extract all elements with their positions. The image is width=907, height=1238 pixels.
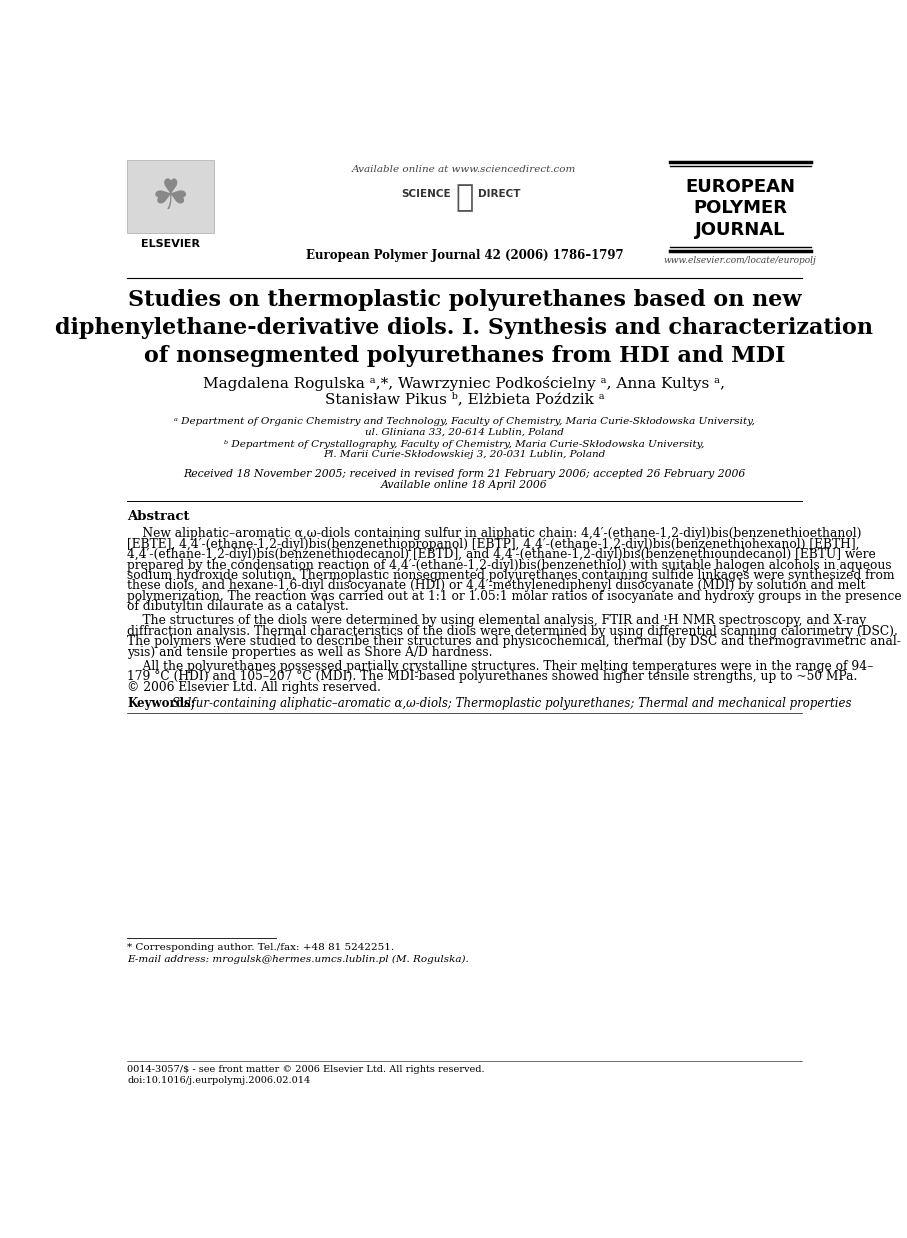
Text: Pl. Marii Curie-Skłodowskiej 3, 20-031 Lublin, Poland: Pl. Marii Curie-Skłodowskiej 3, 20-031 L… bbox=[323, 451, 606, 459]
Text: ᵇ Department of Crystallography, Faculty of Chemistry, Maria Curie-Skłodowska Un: ᵇ Department of Crystallography, Faculty… bbox=[224, 439, 705, 448]
Text: ysis) and tensile properties as well as Shore A/D hardness.: ysis) and tensile properties as well as … bbox=[127, 645, 493, 659]
Text: ☘: ☘ bbox=[152, 176, 190, 218]
Text: doi:10.1016/j.eurpolymj.2006.02.014: doi:10.1016/j.eurpolymj.2006.02.014 bbox=[127, 1076, 310, 1084]
Text: Sulfur-containing aliphatic–aromatic α,ω-diols; Thermoplastic polyurethanes; The: Sulfur-containing aliphatic–aromatic α,ω… bbox=[172, 697, 852, 711]
Text: these diols, and hexane-1,6-diyl diisocyanate (HDI) or 4,4′-methylenediphenyl di: these diols, and hexane-1,6-diyl diisocy… bbox=[127, 579, 866, 592]
Text: [EBTE], 4,4′-(ethane-1,2-diyl)bis(benzenethiopropanol) [EBTP], 4,4′-(ethane-1,2-: [EBTE], 4,4′-(ethane-1,2-diyl)bis(benzen… bbox=[127, 537, 860, 551]
Text: sodium hydroxide solution. Thermoplastic nonsegmented polyurethanes containing s: sodium hydroxide solution. Thermoplastic… bbox=[127, 569, 895, 582]
Text: Keywords:: Keywords: bbox=[127, 697, 195, 711]
Bar bbox=[127, 160, 214, 233]
Text: ᵃ Department of Organic Chemistry and Technology, Faculty of Chemistry, Maria Cu: ᵃ Department of Organic Chemistry and Te… bbox=[174, 416, 755, 426]
Text: ELSEVIER: ELSEVIER bbox=[141, 239, 200, 249]
Text: 4,4′-(ethane-1,2-diyl)bis(benzenethiodecanol) [EBTD], and 4,4′-(ethane-1,2-diyl): 4,4′-(ethane-1,2-diyl)bis(benzenethiodec… bbox=[127, 548, 876, 561]
Text: JOURNAL: JOURNAL bbox=[695, 220, 785, 239]
Text: Studies on thermoplastic polyurethanes based on new
diphenylethane-derivative di: Studies on thermoplastic polyurethanes b… bbox=[55, 290, 873, 368]
Text: ⓐ: ⓐ bbox=[455, 183, 473, 212]
Text: The polymers were studied to describe their structures and physicochemical, ther: The polymers were studied to describe th… bbox=[127, 635, 902, 649]
Text: Magdalena Rogulska ᵃ,*, Wawrzyniec Podkościelny ᵃ, Anna Kultys ᵃ,: Magdalena Rogulska ᵃ,*, Wawrzyniec Podko… bbox=[203, 376, 726, 391]
Text: © 2006 Elsevier Ltd. All rights reserved.: © 2006 Elsevier Ltd. All rights reserved… bbox=[127, 681, 381, 693]
Text: www.elsevier.com/locate/europolj: www.elsevier.com/locate/europolj bbox=[664, 256, 816, 265]
Text: 179 °C (HDI) and 105–207 °C (MDI). The MDI-based polyurethanes showed higher ten: 179 °C (HDI) and 105–207 °C (MDI). The M… bbox=[127, 670, 858, 683]
Text: prepared by the condensation reaction of 4,4′-(ethane-1,2-diyl)bis(benzenethiol): prepared by the condensation reaction of… bbox=[127, 558, 892, 572]
Text: ·: · bbox=[510, 188, 512, 198]
Text: of dibutyltin dilaurate as a catalyst.: of dibutyltin dilaurate as a catalyst. bbox=[127, 600, 349, 613]
Text: Available online 18 April 2006: Available online 18 April 2006 bbox=[381, 480, 548, 490]
Text: * Corresponding author. Tel./fax: +48 81 5242251.: * Corresponding author. Tel./fax: +48 81… bbox=[127, 943, 395, 952]
Text: E-mail address: mrogulsk@hermes.umcs.lublin.pl (M. Rogulska).: E-mail address: mrogulsk@hermes.umcs.lub… bbox=[127, 954, 469, 964]
Text: Abstract: Abstract bbox=[127, 510, 190, 524]
Text: 0014-3057/$ - see front matter © 2006 Elsevier Ltd. All rights reserved.: 0014-3057/$ - see front matter © 2006 El… bbox=[127, 1065, 485, 1073]
Text: ul. Gliniana 33, 20-614 Lublin, Poland: ul. Gliniana 33, 20-614 Lublin, Poland bbox=[365, 427, 564, 436]
Text: POLYMER: POLYMER bbox=[693, 199, 787, 218]
Text: polymerization. The reaction was carried out at 1:1 or 1.05:1 molar ratios of is: polymerization. The reaction was carried… bbox=[127, 589, 902, 603]
Text: EUROPEAN: EUROPEAN bbox=[686, 178, 795, 196]
Text: diffraction analysis. Thermal characteristics of the diols were determined by us: diffraction analysis. Thermal characteri… bbox=[127, 625, 898, 638]
Text: SCIENCE: SCIENCE bbox=[401, 188, 451, 198]
Text: All the polyurethanes possessed partially crystalline structures. Their melting : All the polyurethanes possessed partiall… bbox=[127, 660, 873, 672]
Text: Available online at www.sciencedirect.com: Available online at www.sciencedirect.co… bbox=[352, 166, 577, 175]
Text: European Polymer Journal 42 (2006) 1786–1797: European Polymer Journal 42 (2006) 1786–… bbox=[306, 249, 623, 261]
Text: Stanisław Pikus ᵇ, Elżbieta Poździk ᵃ: Stanisław Pikus ᵇ, Elżbieta Poździk ᵃ bbox=[325, 392, 604, 406]
Text: Received 18 November 2005; received in revised form 21 February 2006; accepted 2: Received 18 November 2005; received in r… bbox=[183, 469, 746, 479]
Text: DIRECT: DIRECT bbox=[478, 188, 521, 198]
Text: The structures of the diols were determined by using elemental analysis, FTIR an: The structures of the diols were determi… bbox=[127, 614, 866, 628]
Text: New aliphatic–aromatic α,ω-diols containing sulfur in aliphatic chain: 4,4′-(eth: New aliphatic–aromatic α,ω-diols contain… bbox=[127, 527, 862, 541]
